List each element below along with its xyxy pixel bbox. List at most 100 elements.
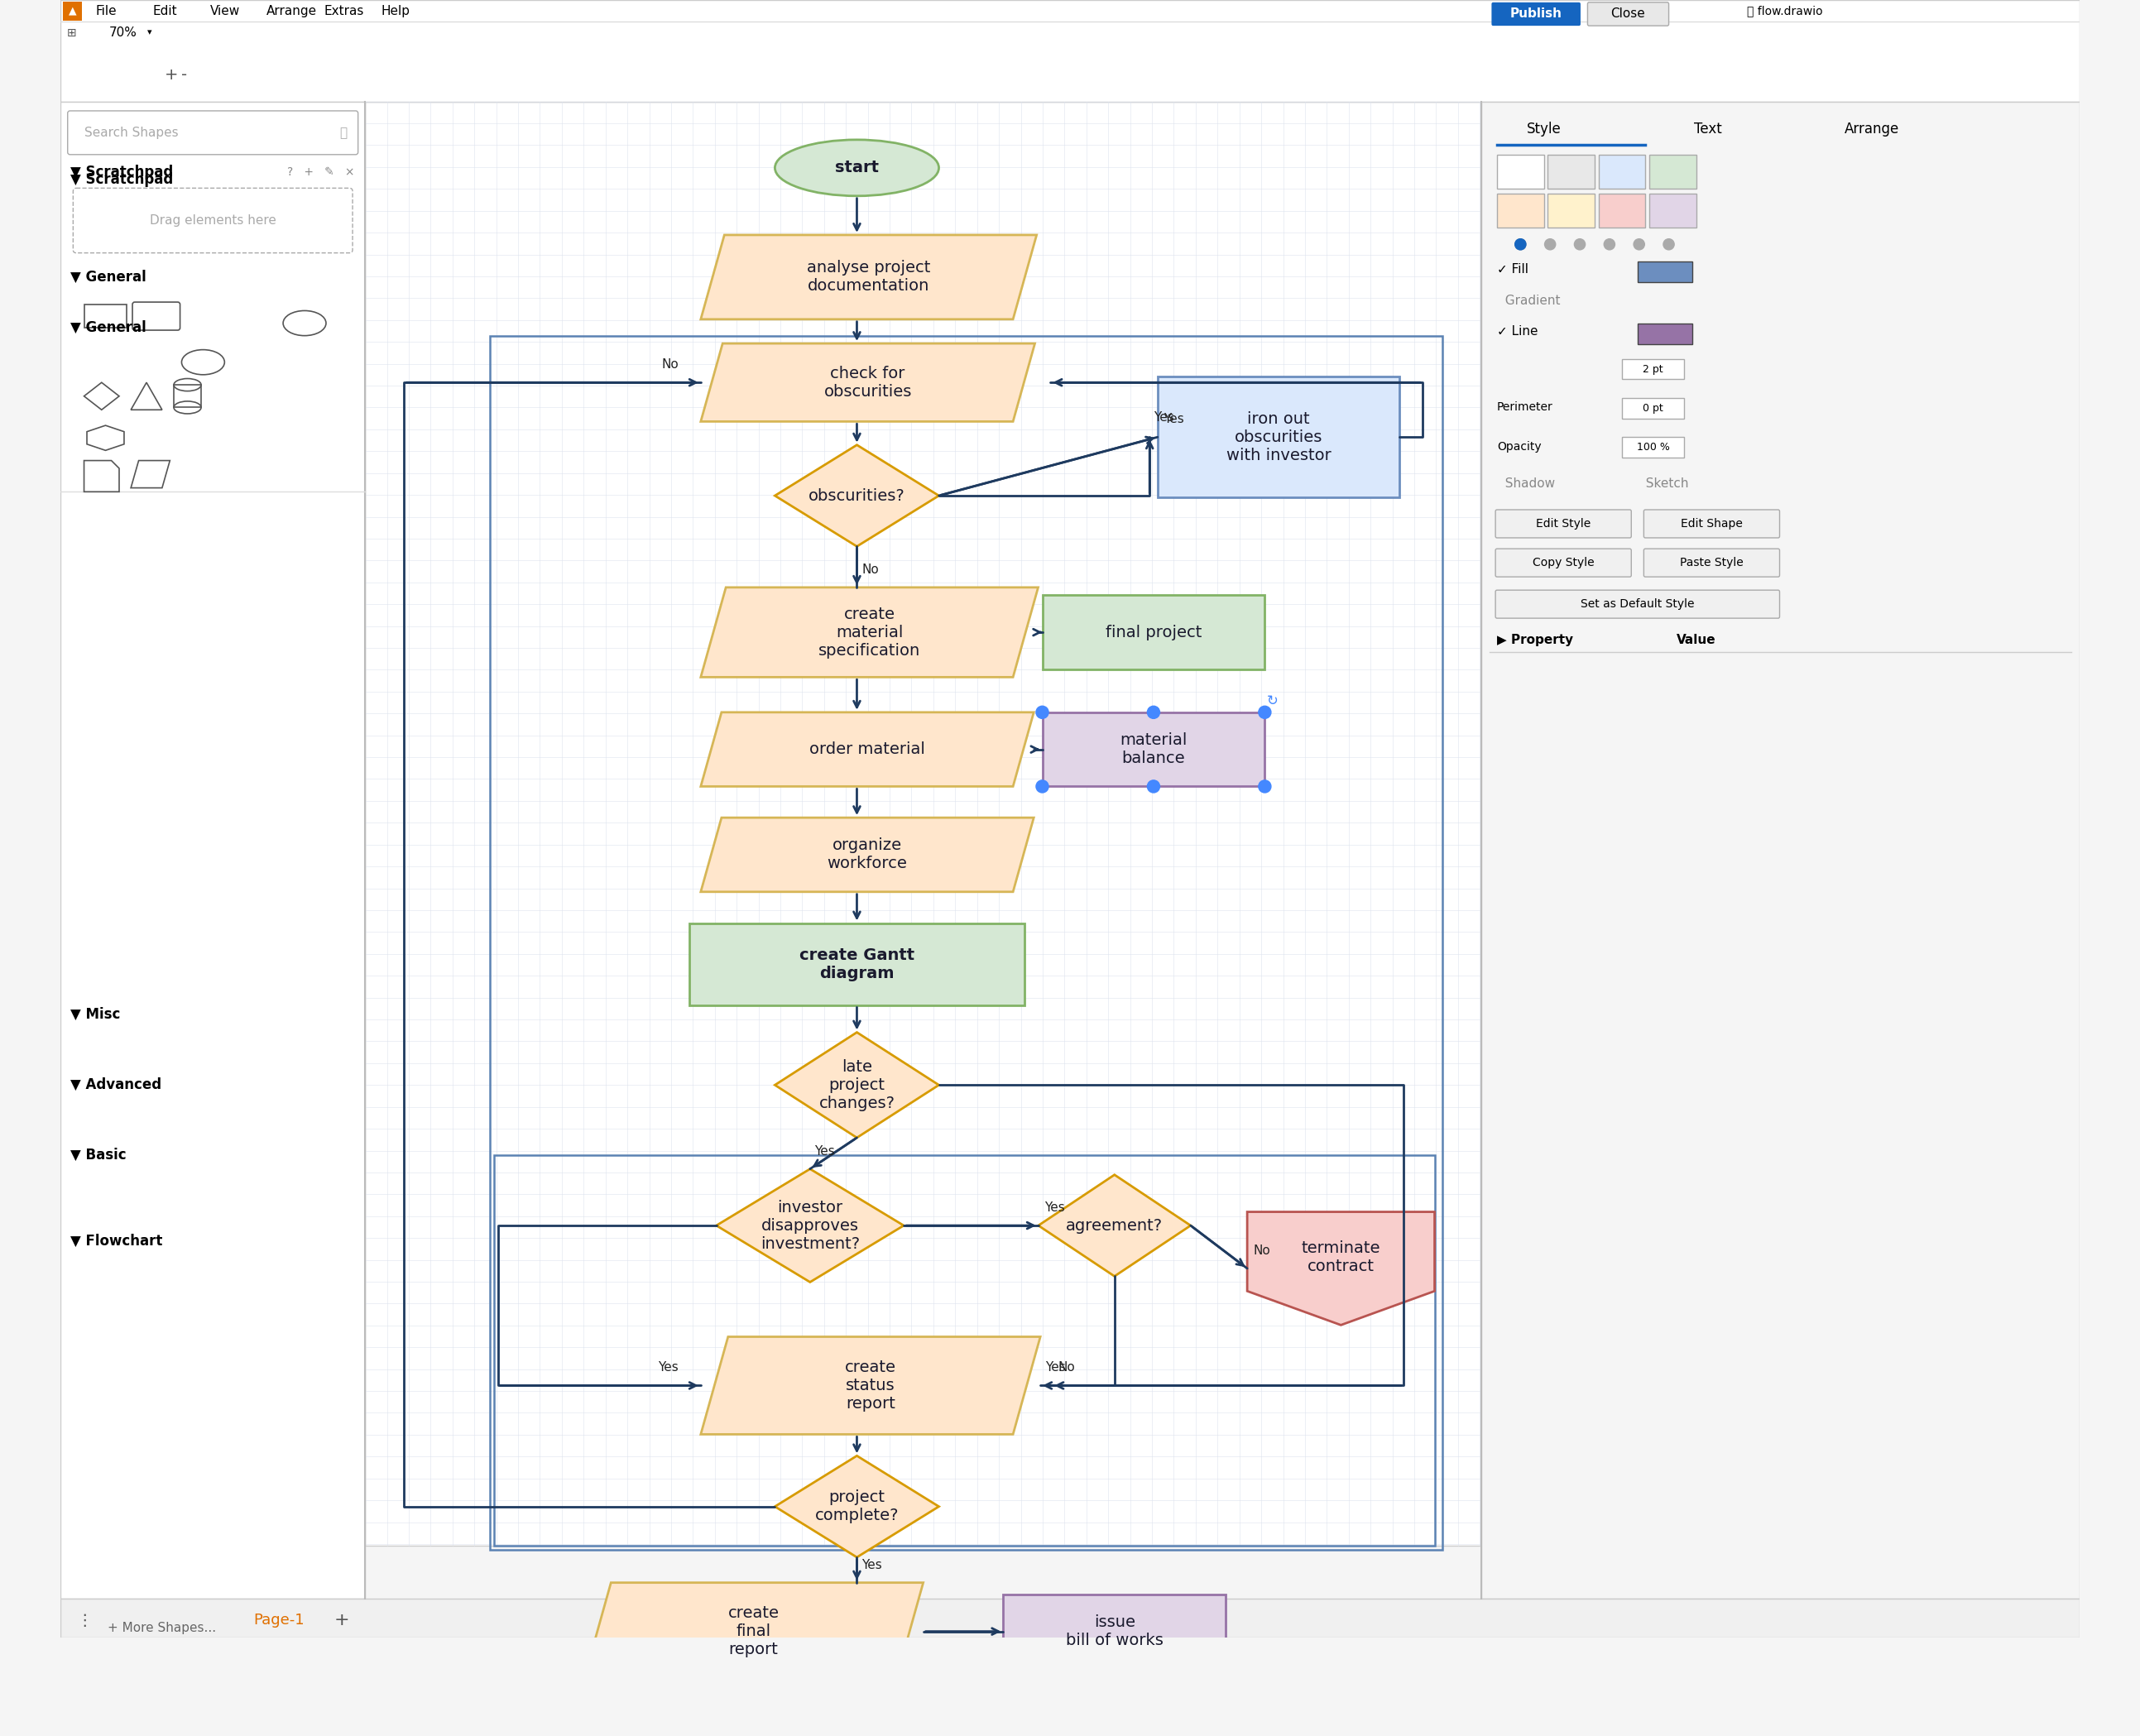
Circle shape [1575,240,1586,250]
Text: Yes: Yes [1153,411,1175,424]
Text: create
material
specification: create material specification [817,606,920,658]
Circle shape [1605,240,1616,250]
Text: +: + [334,1613,349,1628]
Text: Arrange: Arrange [1845,122,1898,135]
Text: +: + [165,68,178,83]
Text: Set as Default Style: Set as Default Style [1581,599,1695,609]
Text: iron out
obscurities
with investor: iron out obscurities with investor [1226,411,1331,464]
Circle shape [1036,779,1049,793]
Text: Perimeter: Perimeter [1498,401,1554,413]
Text: Copy Style: Copy Style [1532,557,1594,569]
Text: 70%: 70% [109,26,137,38]
FancyBboxPatch shape [60,1599,2080,1637]
Polygon shape [700,587,1038,677]
Circle shape [1545,240,1556,250]
Text: create
final
report: create final report [728,1606,779,1658]
Text: Edit: Edit [152,5,178,17]
Text: terminate
contract: terminate contract [1301,1240,1380,1274]
Text: Shadow: Shadow [1498,477,1556,490]
Text: ▼ Scratchpad: ▼ Scratchpad [71,165,173,179]
Text: ⋮: ⋮ [75,1613,92,1628]
FancyBboxPatch shape [1588,2,1669,26]
FancyBboxPatch shape [1496,510,1631,538]
Text: Yes: Yes [1164,413,1183,425]
Circle shape [1633,240,1644,250]
Text: Drag elements here: Drag elements here [150,214,276,226]
Text: ✓ Fill: ✓ Fill [1498,264,1528,276]
FancyBboxPatch shape [366,101,1481,1545]
FancyBboxPatch shape [1622,437,1684,457]
Text: ✓ Line: ✓ Line [1498,326,1539,339]
Text: Edit Shape: Edit Shape [1680,517,1742,529]
Text: ?   +   ✎   ×: ? + ✎ × [287,167,355,177]
Polygon shape [775,1457,939,1557]
Text: Close: Close [1611,9,1646,21]
Text: ▼ Misc: ▼ Misc [71,1007,120,1023]
FancyBboxPatch shape [1599,155,1646,189]
Text: + More Shapes...: + More Shapes... [107,1621,216,1635]
Text: 🔍: 🔍 [340,127,347,139]
Text: check for
obscurities: check for obscurities [824,366,912,399]
FancyBboxPatch shape [1650,194,1697,227]
FancyBboxPatch shape [1622,359,1684,380]
Text: Page-1: Page-1 [255,1613,304,1628]
Text: ⊞: ⊞ [66,28,77,38]
Text: 2 pt: 2 pt [1644,365,1663,375]
Polygon shape [1248,1212,1434,1325]
Polygon shape [700,1337,1040,1434]
Text: Extras: Extras [323,5,364,17]
FancyBboxPatch shape [1637,325,1693,344]
Text: 0 pt: 0 pt [1644,403,1663,413]
Text: ▼ Scratchpad: ▼ Scratchpad [71,172,173,187]
Polygon shape [700,818,1034,892]
Text: analyse project
documentation: analyse project documentation [807,260,931,293]
FancyBboxPatch shape [1599,194,1646,227]
Text: Publish: Publish [1511,9,1562,21]
Circle shape [1258,707,1271,719]
Circle shape [1515,240,1526,250]
Text: View: View [210,5,240,17]
Text: Value: Value [1676,634,1716,646]
Text: agreement?: agreement? [1066,1217,1162,1233]
FancyBboxPatch shape [60,0,2080,101]
FancyBboxPatch shape [60,0,2080,1637]
FancyBboxPatch shape [60,101,366,1599]
Text: No: No [661,359,678,372]
Text: Yes: Yes [657,1361,678,1373]
Text: Style: Style [1526,122,1562,135]
Text: ▶ Property: ▶ Property [1498,634,1573,646]
Circle shape [1663,240,1673,250]
Text: material
balance: material balance [1119,733,1188,766]
FancyBboxPatch shape [1650,155,1697,189]
Polygon shape [1038,1175,1190,1276]
Text: No: No [862,564,880,576]
Text: Arrange: Arrange [268,5,317,17]
Text: ▼ Advanced: ▼ Advanced [71,1078,160,1092]
Circle shape [1258,779,1271,793]
Text: final project: final project [1106,625,1203,641]
Polygon shape [700,712,1034,786]
Text: ▲: ▲ [68,5,77,16]
Text: Paste Style: Paste Style [1680,557,1744,569]
FancyBboxPatch shape [1158,377,1400,498]
Polygon shape [717,1168,903,1283]
Text: project
complete?: project complete? [815,1489,899,1524]
Text: -: - [182,68,186,83]
Text: Edit Style: Edit Style [1537,517,1590,529]
FancyBboxPatch shape [1644,549,1780,576]
Text: ▼ Basic: ▼ Basic [71,1147,126,1163]
Text: obscurities?: obscurities? [809,488,905,503]
Text: File: File [96,5,118,17]
Text: ▾: ▾ [148,30,152,36]
Text: 100 %: 100 % [1637,443,1669,453]
FancyBboxPatch shape [1042,595,1265,670]
Circle shape [1147,779,1160,793]
Ellipse shape [775,139,939,196]
FancyBboxPatch shape [73,187,353,253]
FancyBboxPatch shape [1637,262,1693,281]
Polygon shape [700,344,1036,422]
Text: Opacity: Opacity [1498,441,1541,453]
Text: start: start [835,160,880,175]
FancyBboxPatch shape [1496,549,1631,576]
Text: issue
bill of works: issue bill of works [1066,1614,1164,1649]
